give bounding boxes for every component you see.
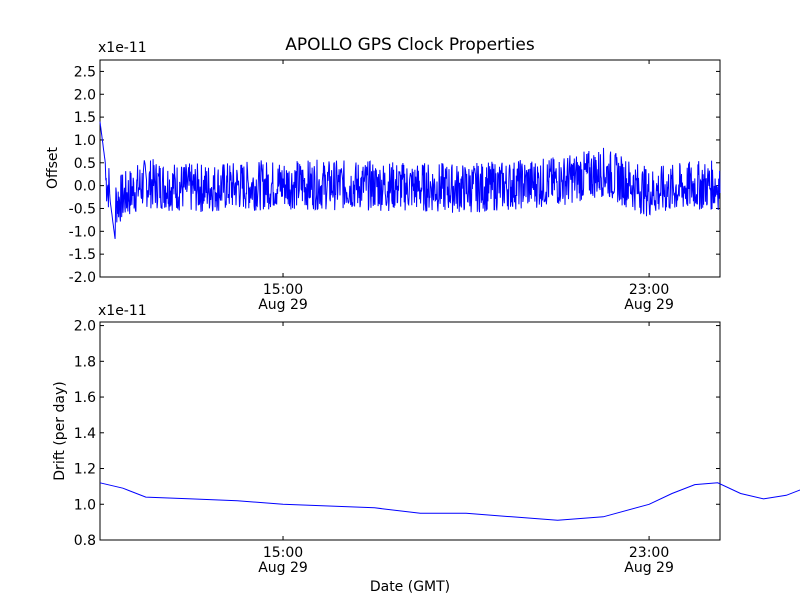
offset-ytick-label: -0.5 — [69, 201, 96, 217]
offset-ytick-label: -1.0 — [69, 224, 96, 240]
offset-ytick-label: -2.0 — [69, 270, 96, 286]
x-axis-label: Date (GMT) — [370, 579, 450, 595]
offset-xtick-date: Aug 29 — [258, 297, 308, 313]
offset-ytick-label: 1.0 — [74, 133, 96, 149]
drift-series-line — [99, 482, 800, 521]
drift-xtick-date: Aug 29 — [624, 560, 674, 576]
drift-ytick-label: 1.0 — [74, 497, 96, 513]
offset-multiplier: x1e-11 — [98, 40, 147, 56]
offset-ylabel: Offset — [45, 146, 61, 189]
offset-xtick-time: 15:00 — [263, 282, 303, 298]
offset-ytick-label: 2.0 — [74, 87, 96, 103]
offset-panel: -2.0-1.5-1.0-0.50.00.51.01.52.02.515:00A… — [45, 40, 721, 313]
offset-ytick-label: -1.5 — [69, 247, 96, 263]
drift-ytick-label: 1.4 — [74, 426, 96, 442]
offset-plot-area — [99, 59, 721, 278]
offset-ytick-label: 0.0 — [74, 179, 96, 195]
drift-ytick-label: 1.8 — [74, 354, 96, 370]
drift-ytick-label: 1.2 — [74, 462, 96, 478]
offset-series-line — [99, 121, 721, 239]
drift-xtick-date: Aug 29 — [258, 560, 308, 576]
offset-ytick-label: 0.5 — [74, 156, 96, 172]
offset-ytick-label: 1.5 — [74, 110, 96, 126]
offset-xtick-date: Aug 29 — [624, 297, 674, 313]
drift-xtick-time: 23:00 — [629, 545, 669, 561]
drift-ytick-label: 1.6 — [74, 390, 96, 406]
drift-multiplier: x1e-11 — [98, 303, 147, 319]
drift-ytick-label: 2.0 — [74, 319, 96, 335]
drift-plot-area — [99, 321, 721, 541]
drift-ylabel: Drift (per day) — [52, 381, 68, 480]
chart-title: APOLLO GPS Clock Properties — [285, 35, 535, 55]
offset-ticks: -2.0-1.5-1.0-0.50.00.51.01.52.02.515:00A… — [69, 60, 720, 313]
drift-xtick-time: 15:00 — [263, 545, 303, 561]
offset-xtick-time: 23:00 — [629, 282, 669, 298]
offset-ytick-label: 2.5 — [74, 64, 96, 80]
drift-ytick-label: 0.8 — [74, 533, 96, 549]
